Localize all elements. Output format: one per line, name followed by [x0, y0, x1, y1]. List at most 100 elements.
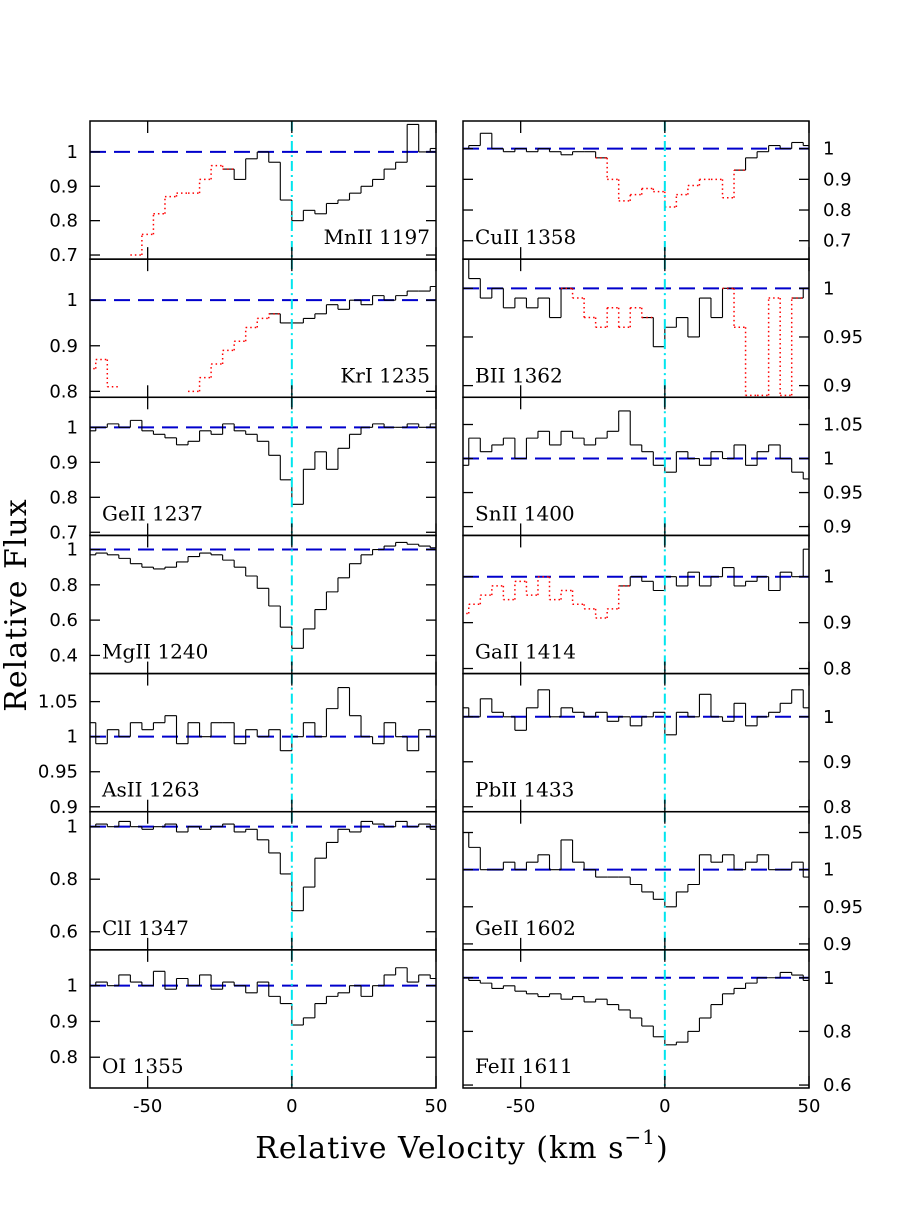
plot-area [90, 397, 436, 536]
x-tick-label: 50 [425, 1096, 448, 1117]
plot-area [463, 673, 809, 812]
y-axis-label: Relative Flux [0, 498, 34, 711]
species-label: SnII 1400 [475, 501, 575, 525]
y-tick-label: 0.9 [823, 169, 852, 190]
y-tick-label: 0.8 [49, 487, 78, 508]
y-tick-label: 0.6 [823, 1075, 852, 1096]
y-tick-label: 1.05 [823, 415, 863, 436]
y-tick-label: 0.95 [823, 327, 863, 348]
y-tick-label: 1 [67, 976, 78, 997]
y-tick-label: 0.8 [49, 211, 78, 232]
y-tick-label: 1.05 [38, 692, 78, 713]
y-tick-label: 0.4 [49, 645, 78, 666]
panel: 0.4 0.6 0.8 1 MgII 1240 [49, 534, 437, 675]
panel: 0.8 0.9 1 GaII 1414 [462, 534, 852, 680]
plot-area [463, 259, 809, 398]
y-tick-label: 0.8 [49, 869, 78, 890]
species-label: FeII 1611 [475, 1054, 573, 1078]
panel: 0.6 0.8 1 ClI 1347 [49, 810, 437, 951]
x-axis-label-close: ) [656, 1131, 669, 1166]
panel: 0.9 0.95 1 1.05 AsII 1263 [38, 672, 437, 818]
species-label: GeII 1602 [475, 916, 576, 940]
species-label: BII 1362 [475, 363, 563, 387]
y-tick-label: 0.9 [823, 376, 852, 397]
x-tick-label: 50 [798, 1096, 821, 1117]
species-label: GeII 1237 [102, 501, 203, 525]
y-tick-label: 0.8 [49, 575, 78, 596]
y-tick-label: 0.9 [49, 176, 78, 197]
plot-area [463, 535, 809, 674]
y-tick-label: 0.9 [49, 452, 78, 473]
y-tick-label: 0.7 [823, 231, 852, 252]
species-label: PbII 1433 [475, 778, 574, 802]
y-tick-label: 0.8 [823, 200, 852, 221]
panel: 0.6 0.8 1 -50 0 50 FeII 1611 [462, 949, 852, 1117]
y-tick-label: 1 [823, 139, 834, 160]
y-tick-label: 0.7 [49, 522, 78, 543]
y-tick-label: 1 [67, 727, 78, 748]
y-tick-label: 0.8 [823, 659, 852, 680]
y-tick-label: 0.9 [823, 613, 852, 634]
plot-area [90, 121, 436, 260]
plot-area [463, 949, 809, 1088]
y-tick-label: 0.9 [49, 797, 78, 818]
y-tick-label: 1 [823, 968, 834, 989]
x-tick-label: 0 [286, 1096, 297, 1117]
y-tick-label: 0.95 [823, 897, 863, 918]
plot-area [90, 259, 436, 398]
species-label: MnII 1197 [324, 225, 430, 249]
y-tick-label: 0.7 [49, 245, 78, 266]
panel: 0.9 0.95 1 1.05 SnII 1400 [462, 396, 863, 538]
y-tick-label: 0.95 [823, 483, 863, 504]
y-tick-label: 1 [67, 142, 78, 163]
plot-area [90, 949, 436, 1088]
y-tick-label: 1 [67, 540, 78, 561]
y-tick-label: 1 [823, 278, 834, 299]
x-tick-label: 0 [659, 1096, 670, 1117]
y-tick-label: 0.95 [38, 762, 78, 783]
species-label: MgII 1240 [102, 640, 208, 664]
y-tick-label: 0.8 [49, 381, 78, 402]
y-tick-label: 1 [823, 860, 834, 881]
y-tick-label: 0.9 [49, 336, 78, 357]
y-tick-label: 0.9 [823, 752, 852, 773]
species-label: CuII 1358 [475, 225, 576, 249]
panel-frame [89, 949, 437, 1089]
panel: 0.8 0.9 1 KrI 1235 [49, 258, 437, 402]
panel: 0.9 0.95 1 BII 1362 [462, 258, 863, 399]
y-tick-label: 1 [823, 449, 834, 470]
panel: 0.8 0.9 1 -50 0 50 OI 1355 [49, 949, 448, 1117]
panel: 0.9 0.95 1 1.05 GeII 1602 [462, 810, 863, 955]
y-tick-label: 0.9 [49, 1011, 78, 1032]
panel: 0.8 0.9 1 PbII 1433 [462, 672, 852, 818]
y-tick-label: 1 [67, 290, 78, 311]
plot-area [90, 535, 436, 674]
species-label: OI 1355 [102, 1054, 184, 1078]
plot-area [463, 397, 809, 536]
y-tick-label: 1 [67, 817, 78, 838]
x-axis-label: Relative Velocity (km s−1) [255, 1125, 668, 1166]
y-tick-label: 1 [67, 417, 78, 438]
x-tick-label: -50 [133, 1096, 162, 1117]
panel: 0.7 0.8 0.9 1 MnII 1197 [49, 120, 437, 266]
y-tick-label: 1.05 [823, 823, 863, 844]
x-axis-label-exponent: −1 [625, 1125, 656, 1149]
panel: 0.7 0.8 0.9 1 GeII 1237 [49, 396, 437, 543]
species-label: AsII 1263 [101, 778, 200, 802]
plot-area [463, 811, 809, 950]
plot-area [90, 673, 436, 812]
plot-area [463, 121, 809, 260]
y-tick-label: 1 [823, 567, 834, 588]
plot-area [90, 811, 436, 950]
species-label: ClI 1347 [102, 916, 189, 940]
species-label: GaII 1414 [475, 640, 576, 664]
x-axis-label-text: Relative Velocity (km s [255, 1131, 624, 1166]
y-tick-label: 0.8 [49, 1047, 78, 1068]
panel-frame [462, 949, 810, 1089]
y-tick-label: 0.6 [49, 922, 78, 943]
y-tick-label: 0.8 [823, 1021, 852, 1042]
panel: 0.7 0.8 0.9 1 CuII 1358 [462, 120, 852, 260]
x-tick-label: -50 [506, 1096, 535, 1117]
y-tick-label: 0.9 [823, 517, 852, 538]
